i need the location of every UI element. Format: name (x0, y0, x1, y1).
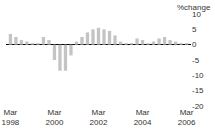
svg-text:0: 0 (192, 40, 197, 49)
svg-text:Mar2002: Mar2002 (90, 108, 108, 127)
svg-text:Mar2000: Mar2000 (46, 108, 64, 127)
svg-text:Mar1998: Mar1998 (2, 108, 20, 127)
svg-text:Mar2006: Mar2006 (178, 108, 196, 127)
svg-text:-20: -20 (192, 102, 204, 111)
svg-text:Mar2004: Mar2004 (134, 108, 152, 127)
svg-text:%change: %change (177, 3, 211, 12)
svg-text:-15: -15 (192, 86, 204, 95)
svg-text:-5: -5 (192, 56, 200, 65)
svg-text:10: 10 (192, 10, 201, 19)
svg-text:-10: -10 (192, 71, 204, 80)
svg-text:5: 5 (192, 25, 197, 34)
